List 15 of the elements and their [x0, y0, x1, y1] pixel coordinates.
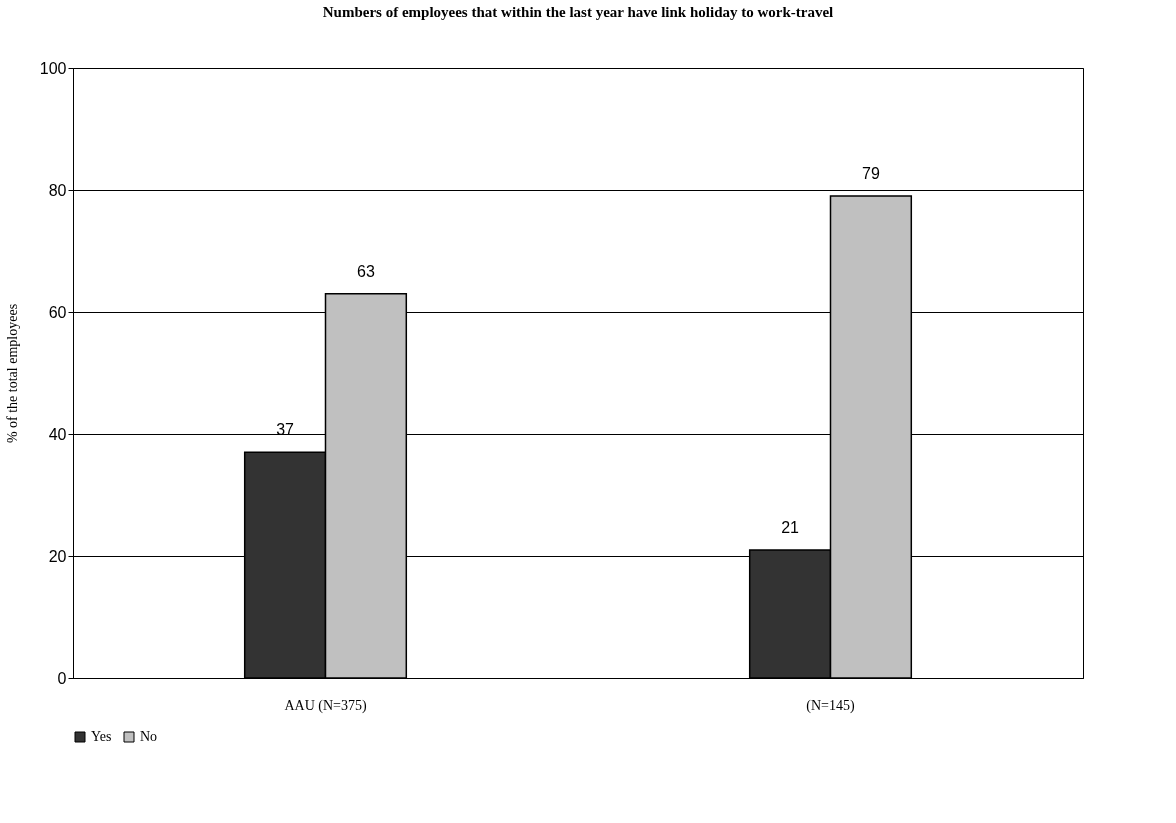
chart-title: Numbers of employees that within the last year have link holiday to work-travel — [322, 4, 834, 20]
data-label: 79 — [862, 165, 880, 183]
data-label: 63 — [357, 262, 375, 280]
legend-label: No — [140, 729, 158, 744]
y-tick-label: 80 — [48, 181, 67, 199]
y-tick-label: 100 — [39, 59, 67, 77]
y-tick-label: 60 — [48, 303, 67, 321]
y-axis-title: % of the total employees — [4, 303, 20, 444]
legend-label: Yes — [91, 729, 112, 744]
y-tick-label: 0 — [57, 669, 67, 687]
y-tick-label: 40 — [48, 425, 67, 443]
y-tick-label: 20 — [48, 547, 67, 565]
x-tick-label: (N=145) — [806, 697, 855, 714]
x-tick-label: AAU (N=375) — [284, 697, 367, 714]
data-label: 21 — [781, 518, 800, 536]
